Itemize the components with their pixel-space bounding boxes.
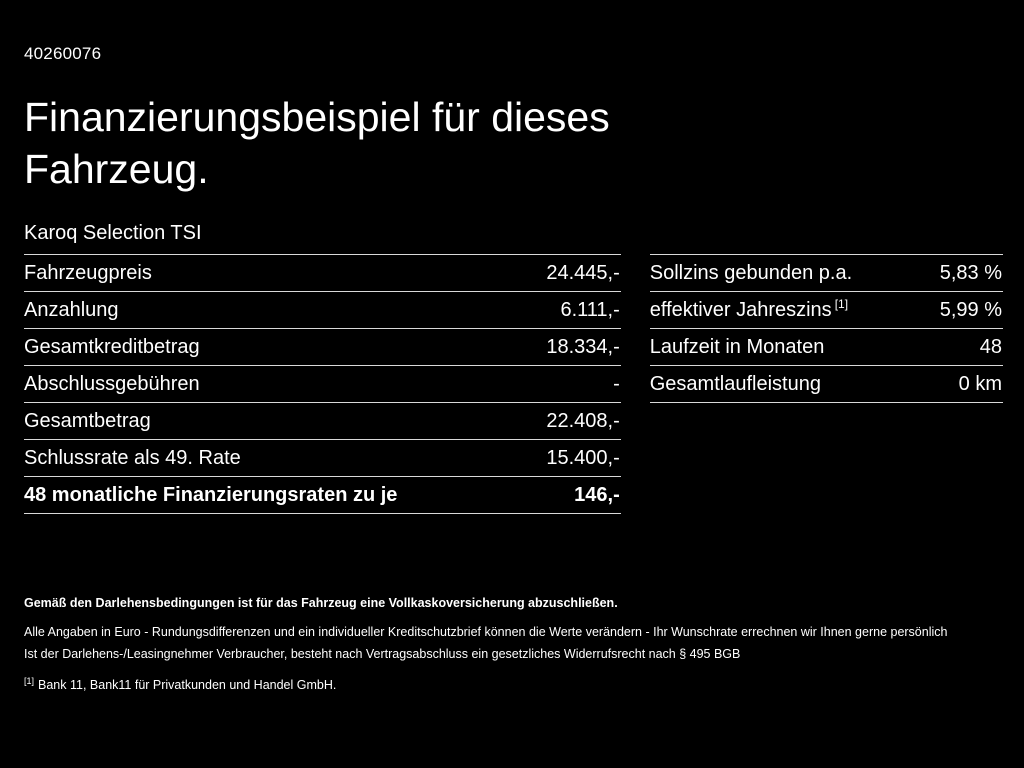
table-row: Schlussrate als 49. Rate 15.400,- (24, 439, 621, 476)
table-row: effektiver Jahreszins [1] 5,99 % (649, 291, 1003, 328)
row-value: 6.111,- (560, 299, 620, 321)
page-title: Finanzierungsbeispiel für dieses Fahrzeu… (24, 94, 610, 192)
row-label: Gesamtkreditbetrag (24, 336, 200, 358)
footnote-marker: [1] (24, 676, 35, 686)
table-row: Anzahlung 6.111,- (24, 291, 621, 328)
row-value: - (613, 373, 620, 395)
table-row: Abschlussgebühren - (24, 365, 621, 402)
disclaimer-line: Alle Angaben in Euro - Rundungsdifferenz… (24, 625, 948, 639)
row-value: 22.408,- (546, 410, 620, 432)
finance-table: Fahrzeugpreis 24.445,- Anzahlung 6.111,-… (24, 254, 621, 514)
row-label: 48 monatliche Finanzierungsraten zu je (24, 484, 398, 506)
row-label: Gesamtbetrag (24, 410, 151, 432)
legal-footnotes: Gemäß den Darlehensbedingungen ist für d… (24, 594, 1003, 707)
insurance-note: Gemäß den Darlehensbedingungen ist für d… (24, 596, 618, 610)
row-label: Abschlussgebühren (24, 373, 200, 395)
row-label: Laufzeit in Monaten (649, 336, 825, 358)
row-value: 0 km (958, 373, 1002, 395)
footnote-marker: [1] (834, 297, 849, 312)
row-value: 146,- (574, 484, 620, 506)
disclaimer-line: Ist der Darlehens-/Leasingnehmer Verbrau… (24, 647, 741, 661)
table-row: Sollzins gebunden p.a. 5,83 % (649, 254, 1003, 291)
financing-tables: Fahrzeugpreis 24.445,- Anzahlung 6.111,-… (24, 254, 1003, 514)
row-label: Sollzins gebunden p.a. (649, 262, 853, 284)
row-label-text: effektiver Jahreszins (649, 299, 832, 321)
table-row: Gesamtbetrag 22.408,- (24, 402, 621, 439)
row-value: 24.445,- (546, 262, 620, 284)
row-label: Schlussrate als 49. Rate (24, 447, 241, 469)
row-label: effektiver Jahreszins [1] (649, 297, 849, 321)
table-row-monthly-rate: 48 monatliche Finanzierungsraten zu je 1… (24, 476, 621, 514)
table-row: Gesamtlaufleistung 0 km (649, 365, 1003, 403)
row-label: Anzahlung (24, 299, 119, 321)
conditions-table: Sollzins gebunden p.a. 5,83 % effektiver… (649, 254, 1003, 403)
document-id: 40260076 (24, 44, 102, 63)
row-value: 18.334,- (546, 336, 620, 358)
table-row: Fahrzeugpreis 24.445,- (24, 254, 621, 291)
vehicle-model-subtitle: Karoq Selection TSI (24, 222, 202, 244)
row-value: 5,83 % (939, 262, 1002, 284)
table-row: Gesamtkreditbetrag 18.334,- (24, 328, 621, 365)
row-value: 5,99 % (939, 299, 1002, 321)
row-value: 48 (979, 336, 1002, 358)
table-row: Laufzeit in Monaten 48 (649, 328, 1003, 365)
bank-reference-text: Bank 11, Bank11 für Privatkunden und Han… (38, 678, 337, 693)
row-value: 15.400,- (546, 447, 620, 469)
row-label: Gesamtlaufleistung (649, 373, 821, 395)
bank-reference: [1] Bank 11, Bank11 für Privatkunden und … (24, 672, 1003, 694)
row-label: Fahrzeugpreis (24, 262, 152, 284)
